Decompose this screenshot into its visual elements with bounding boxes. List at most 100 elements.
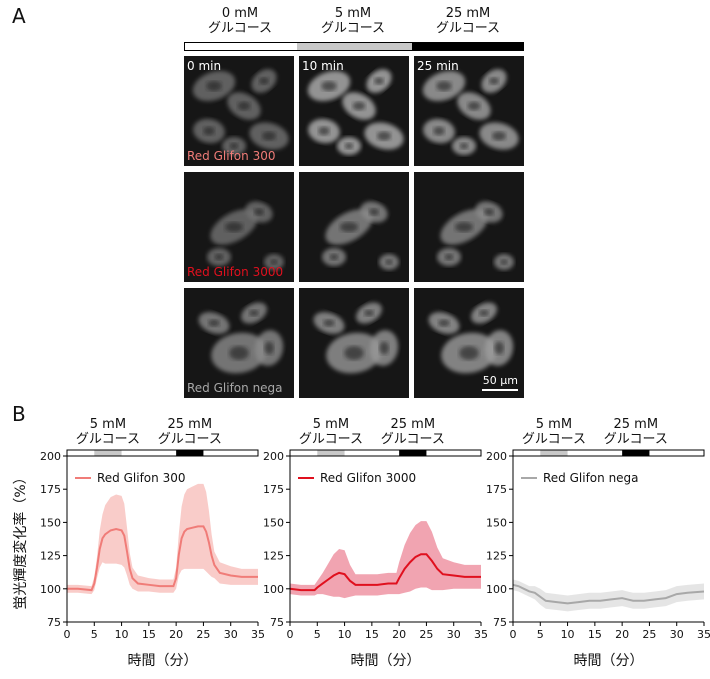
series-line-0: [67, 525, 258, 592]
stim-bar-1-0: [317, 450, 345, 456]
condition-bar-25mm: [411, 43, 523, 50]
x-tick-label-2-35: 35: [697, 628, 710, 641]
x-tick-label-0-20: 20: [169, 628, 183, 641]
stim-bar-0-0: [94, 450, 122, 456]
x-tick-label-0-30: 30: [224, 628, 238, 641]
condition-5mm-conc: 5 mM: [334, 6, 372, 21]
probe-label-2: Red Glifon nega: [187, 381, 283, 395]
stim-label-c0-s0: 5 mM グルコース: [68, 417, 148, 447]
legend-label-1: Red Glifon 3000: [320, 471, 416, 485]
x-tick-label-1-5: 5: [314, 628, 321, 641]
stim-bar-2-0: [540, 450, 568, 456]
x-tick-label-0-5: 5: [91, 628, 98, 641]
series-line-1: [289, 553, 481, 592]
condition-25mm-name: グルコース: [435, 21, 501, 36]
cell-image: [192, 69, 289, 155]
x-tick-label-0-35: 35: [251, 628, 265, 641]
stim-label-c2-s1: 25 mM グルコース: [596, 417, 676, 447]
stim-name: グルコース: [380, 432, 445, 447]
stim-name: グルコース: [298, 432, 363, 447]
x-tick-label-0-0: 0: [64, 628, 71, 641]
x-tick-label-2-20: 20: [615, 628, 629, 641]
y-tick-label-0-150: 150: [40, 516, 61, 529]
micrograph-r1-c2: [414, 172, 524, 282]
y-tick-label-2-175: 175: [486, 483, 507, 496]
y-tick-label-2-200: 200: [486, 450, 507, 463]
time-label-1: 10 min: [302, 59, 344, 73]
micrograph-r0-c2: 25 min: [414, 56, 524, 166]
probe-label-0: Red Glifon 300: [187, 149, 276, 163]
micrograph-r0-c1: 10 min: [299, 56, 409, 166]
stim-label-c1-s0: 5 mM グルコース: [291, 417, 371, 447]
condition-5mm: 5 mM グルコース: [297, 6, 409, 36]
y-tick-label-1-125: 125: [263, 550, 284, 563]
x-tick-label-1-25: 25: [419, 628, 433, 641]
y-tick-label-1-200: 200: [263, 450, 284, 463]
x-tick-label-1-0: 0: [287, 628, 294, 641]
panel-a-letter: A: [12, 4, 26, 28]
y-tick-label-2-125: 125: [486, 550, 507, 563]
y-tick-label-0-125: 125: [40, 550, 61, 563]
y-tick-label-2-150: 150: [486, 516, 507, 529]
probe-label-1: Red Glifon 3000: [187, 265, 284, 279]
y-tick-label-0-100: 100: [40, 583, 61, 596]
stim-conc: 5 mM: [312, 417, 350, 432]
error-band-1: [290, 521, 481, 599]
x-tick-label-2-15: 15: [588, 628, 602, 641]
stim-bar-0-1: [176, 450, 204, 456]
x-tick-label-1-30: 30: [447, 628, 461, 641]
x-tick-label-0-25: 25: [196, 628, 210, 641]
stim-conc: 25 mM: [390, 417, 436, 432]
cell-image: [198, 302, 284, 374]
y-tick-label-0-175: 175: [40, 483, 61, 496]
micrograph-r2-c1: [299, 288, 409, 398]
y-tick-label-2-75: 75: [493, 616, 507, 629]
x-tick-label-0-10: 10: [115, 628, 129, 641]
condition-25mm-conc: 25 mM: [445, 6, 491, 21]
x-axis-label-1: 時間（分）: [127, 653, 198, 669]
stim-bar-1-1: [399, 450, 427, 456]
micrograph-r2-c0: Red Glifon nega: [184, 288, 294, 398]
legend-label-2: Red Glifon nega: [543, 471, 639, 485]
stim-bar-frame-1: [289, 449, 482, 457]
y-tick-label-1-175: 175: [263, 483, 284, 496]
stim-conc: 5 mM: [535, 417, 573, 432]
stim-conc: 25 mM: [613, 417, 659, 432]
cell-image: [428, 302, 514, 374]
stim-label-c1-s1: 25 mM グルコース: [373, 417, 453, 447]
y-tick-label-0-200: 200: [40, 450, 61, 463]
x-tick-label-1-20: 20: [392, 628, 406, 641]
cell-image: [322, 201, 399, 270]
x-tick-label-2-5: 5: [537, 628, 544, 641]
y-tick-label-1-100: 100: [263, 583, 284, 596]
stim-label-c2-s0: 5 mM グルコース: [514, 417, 594, 447]
scale-bar: [482, 389, 518, 391]
stim-bar-frame-0: [66, 449, 259, 457]
stim-conc: 5 mM: [89, 417, 127, 432]
x-tick-label-1-15: 15: [365, 628, 379, 641]
condition-bar-0mm: [185, 43, 298, 50]
x-axis-label-3: 時間（分）: [573, 653, 644, 669]
micrograph-r0-c0: 0 min Red Glifon 300: [184, 56, 294, 166]
stim-name: グルコース: [75, 432, 140, 447]
stim-bar-frame-2: [512, 449, 705, 457]
cell-image: [207, 201, 284, 270]
x-tick-label-2-30: 30: [670, 628, 684, 641]
x-tick-label-1-10: 10: [338, 628, 352, 641]
stim-bar-2-1: [622, 450, 650, 456]
micrograph-r2-c2: 50 μm: [414, 288, 524, 398]
condition-bar-5mm: [297, 43, 412, 50]
time-label-2: 25 min: [417, 59, 459, 73]
y-tick-label-1-75: 75: [270, 616, 284, 629]
time-label-0: 0 min: [187, 59, 222, 73]
x-tick-label-2-0: 0: [510, 628, 517, 641]
condition-0mm-name: グルコース: [207, 21, 273, 36]
micrograph-r1-c0: Red Glifon 3000: [184, 172, 294, 282]
series-line-2: [512, 583, 705, 605]
stim-conc: 25 mM: [167, 417, 213, 432]
y-tick-label-2-100: 100: [486, 583, 507, 596]
scale-bar-label: 50 μm: [482, 374, 518, 387]
cell-image: [307, 69, 404, 155]
stim-name: グルコース: [603, 432, 668, 447]
